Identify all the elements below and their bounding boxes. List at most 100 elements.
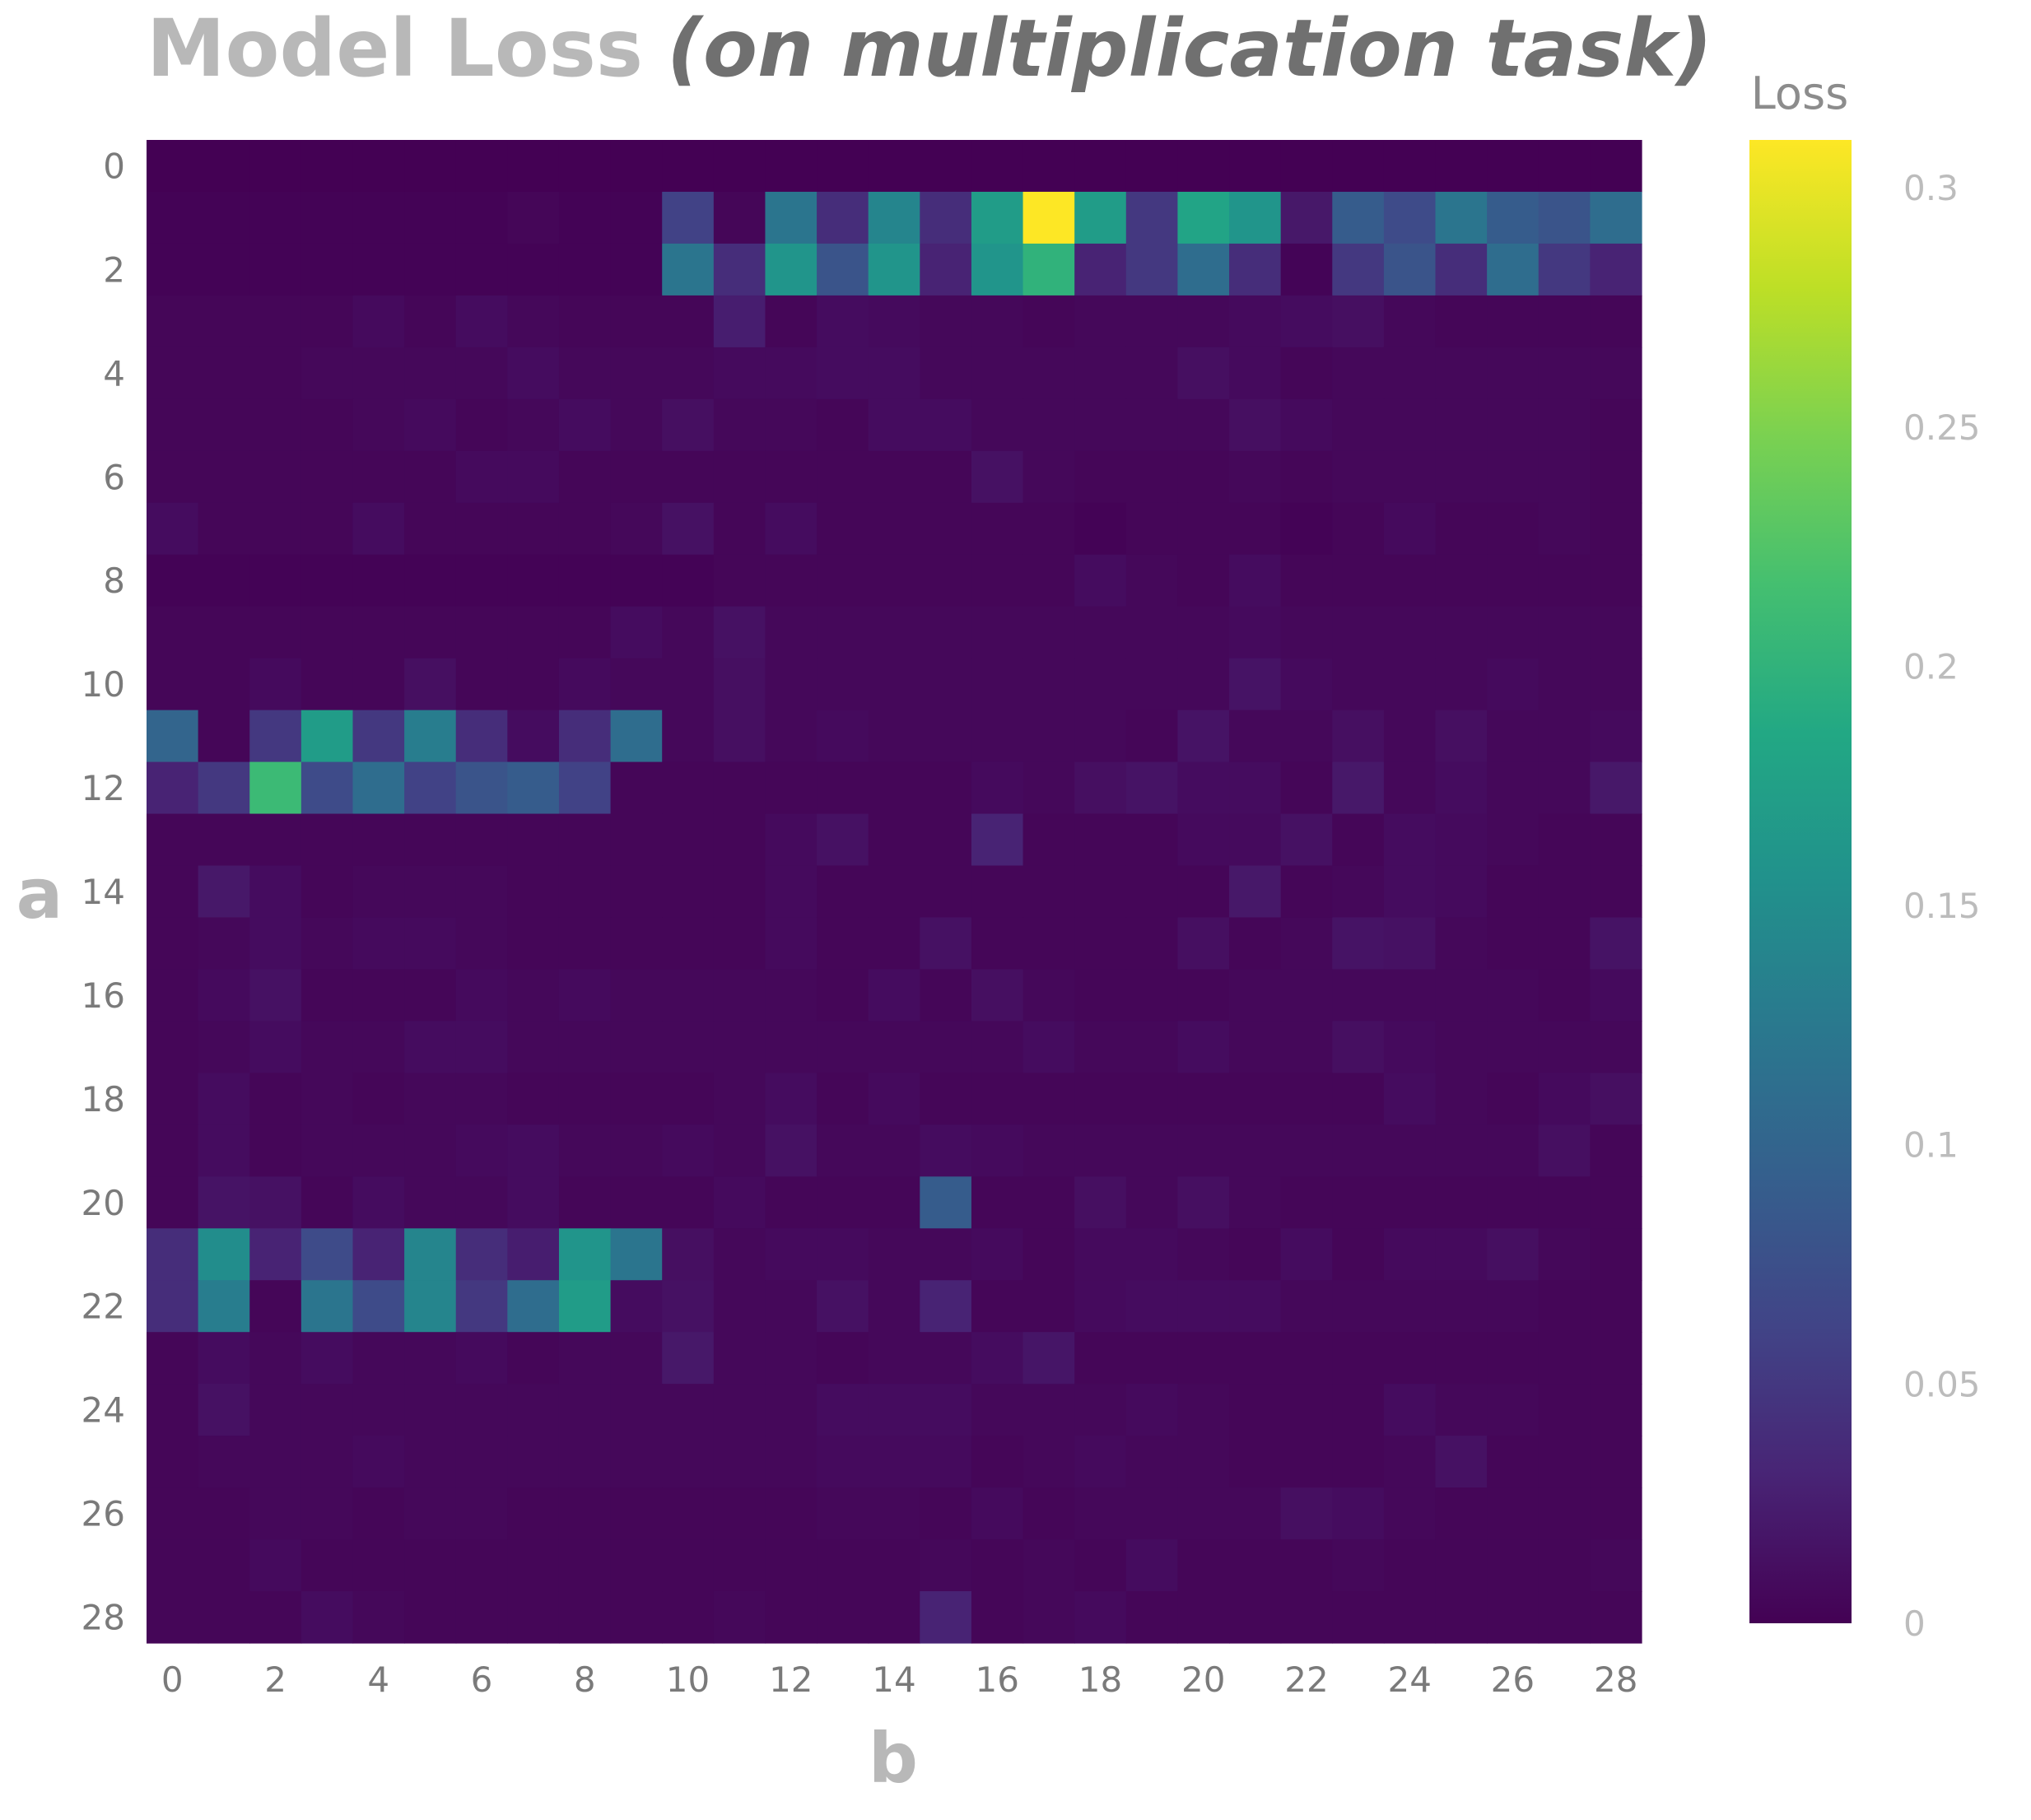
heatmap-cell (455, 398, 508, 452)
heatmap-cell (610, 398, 663, 452)
heatmap-cell (249, 761, 302, 815)
heatmap-cell (1022, 606, 1075, 659)
heatmap-cell (1229, 1539, 1282, 1592)
heatmap-cell (1332, 450, 1385, 504)
heatmap-cell (920, 1332, 972, 1385)
heatmap-cell (249, 1280, 302, 1333)
heatmap-cell (868, 1021, 920, 1073)
heatmap-cell (713, 243, 766, 296)
heatmap-cell (610, 1487, 663, 1540)
y-tick-label: 0 (103, 147, 125, 187)
colorbar-tick-label: 0.15 (1903, 886, 1981, 926)
heatmap-cell (817, 450, 869, 504)
heatmap-cell (455, 1280, 508, 1333)
heatmap-cell (1383, 606, 1437, 659)
heatmap-cell (713, 398, 766, 452)
heatmap-cell (558, 969, 612, 1022)
heatmap-cell (1125, 243, 1179, 296)
heatmap-cell (1590, 658, 1642, 711)
heatmap-cell (1332, 1539, 1385, 1592)
heatmap-cell (1125, 1487, 1179, 1540)
heatmap-cell (1590, 1280, 1642, 1333)
heatmap-cell (610, 554, 663, 607)
heatmap-cell (300, 243, 354, 296)
heatmap-cell (1332, 1124, 1385, 1177)
heatmap-cell (610, 1228, 663, 1281)
heatmap-cell (662, 1332, 715, 1385)
heatmap-cell (920, 295, 972, 348)
heatmap-cell (1590, 917, 1642, 971)
heatmap-cell (1177, 710, 1230, 763)
heatmap-cell (765, 1176, 818, 1229)
heatmap-cell (1229, 450, 1282, 504)
heatmap-cell (1332, 1487, 1385, 1540)
heatmap-cell (1487, 710, 1540, 763)
heatmap-cell (1177, 1280, 1230, 1333)
heatmap-cell (1383, 191, 1437, 244)
heatmap-cell (455, 969, 508, 1022)
x-tick-label: 22 (1284, 1659, 1328, 1700)
heatmap-cell (713, 969, 766, 1022)
heatmap-cell (1435, 1228, 1488, 1281)
y-tick-label: 24 (82, 1390, 125, 1431)
heatmap-cell (1487, 347, 1540, 400)
heatmap-cell (1177, 1124, 1230, 1177)
heatmap-cell (1435, 710, 1488, 763)
x-tick-label: 18 (1078, 1659, 1122, 1700)
heatmap-cell (198, 1021, 250, 1073)
heatmap-cell (1074, 1487, 1127, 1540)
heatmap-cell (249, 813, 302, 867)
heatmap-cell (1229, 761, 1282, 815)
heatmap-cell (455, 813, 508, 867)
heatmap-cell (868, 710, 920, 763)
heatmap-cell (817, 502, 869, 556)
heatmap-cell (1538, 1021, 1591, 1073)
heatmap-cell (1280, 502, 1333, 556)
heatmap-cell (147, 917, 199, 971)
heatmap-cell (1435, 917, 1488, 971)
heatmap-cell (507, 295, 560, 348)
heatmap-cell (300, 1384, 354, 1436)
heatmap-cell (713, 191, 766, 244)
heatmap-cell (817, 606, 869, 659)
colorbar-tick-label: 0.2 (1903, 646, 1959, 687)
heatmap-cell (817, 1228, 869, 1281)
heatmap-cell (765, 1073, 818, 1125)
heatmap-cell (971, 347, 1024, 400)
heatmap-cell (1280, 243, 1333, 296)
heatmap-cell (1590, 502, 1642, 556)
heatmap-cell (817, 917, 869, 971)
heatmap-cell (198, 1280, 250, 1333)
heatmap-cell (404, 969, 457, 1022)
heatmap-cell (1383, 1384, 1437, 1436)
heatmap-cell (920, 1280, 972, 1333)
heatmap-cell (1125, 1591, 1179, 1644)
heatmap-cell (971, 1280, 1024, 1333)
heatmap-cell (1280, 1384, 1333, 1436)
heatmap-cell (249, 295, 302, 348)
heatmap-cell (765, 761, 818, 815)
heatmap-cell (610, 606, 663, 659)
heatmap-cell (868, 243, 920, 296)
heatmap-cell (1332, 710, 1385, 763)
heatmap-cell (610, 347, 663, 400)
heatmap-cell (1332, 917, 1385, 971)
heatmap-cell (868, 295, 920, 348)
heatmap-cell (455, 1124, 508, 1177)
heatmap-cell (765, 191, 818, 244)
heatmap-cell (765, 606, 818, 659)
heatmap-cell (1022, 295, 1075, 348)
heatmap-cell (1332, 1384, 1385, 1436)
heatmap-cell (1487, 606, 1540, 659)
heatmap-cell (817, 1176, 869, 1229)
heatmap-cell (610, 1124, 663, 1177)
heatmap-cell (1487, 398, 1540, 452)
heatmap-cell (765, 813, 818, 867)
heatmap-cell (920, 502, 972, 556)
heatmap-cell (1177, 502, 1230, 556)
heatmap-cell (507, 1487, 560, 1540)
heatmap-cell (352, 1539, 405, 1592)
heatmap-cell (971, 502, 1024, 556)
heatmap-cell (1125, 1280, 1179, 1333)
heatmap-cell (1435, 1591, 1488, 1644)
